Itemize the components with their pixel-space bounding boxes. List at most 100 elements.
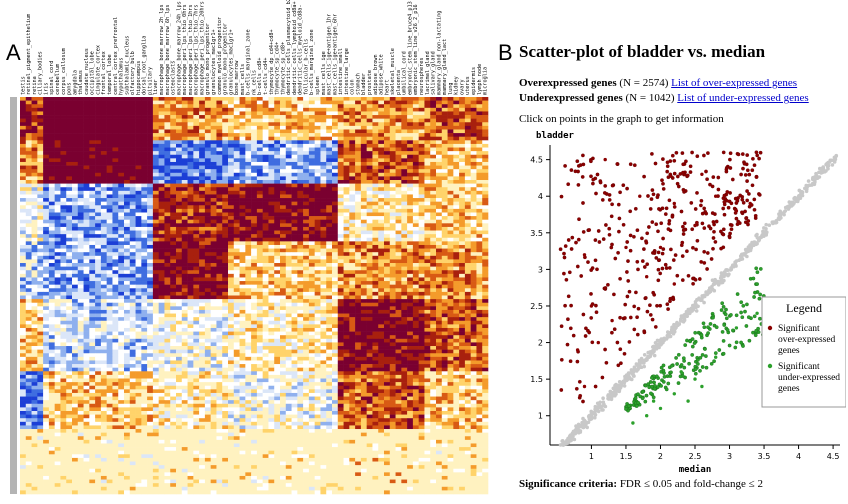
heatmap-cell <box>355 230 362 235</box>
heatmap-cell <box>100 313 107 318</box>
heatmap-cell <box>332 111 339 116</box>
heatmap-cell <box>447 281 454 285</box>
heatmap-cell <box>360 194 367 199</box>
heatmap-cell <box>418 263 425 267</box>
heatmap-cell <box>193 125 200 130</box>
heatmap-cell <box>48 313 55 318</box>
heatmap-cell <box>228 288 235 293</box>
heatmap-cell <box>100 273 107 278</box>
heatmap-cell <box>89 111 96 116</box>
heatmap-cell <box>37 219 44 224</box>
heatmap-cell <box>147 151 154 156</box>
heatmap-cell <box>476 277 483 282</box>
heatmap-cell <box>199 136 206 141</box>
heatmap-cell <box>176 219 183 224</box>
heatmap-cell <box>72 172 79 177</box>
heatmap-cell <box>37 154 44 159</box>
heatmap-cell <box>164 97 171 101</box>
heatmap-cell <box>378 118 385 123</box>
heatmap-cell <box>66 201 73 206</box>
heatmap-cell <box>181 104 188 109</box>
heatmap-cell <box>181 97 188 101</box>
heatmap-cell <box>187 259 194 264</box>
heatmap-cell <box>459 100 466 105</box>
heatmap-cell <box>372 140 379 145</box>
heatmap-cell <box>280 223 287 228</box>
heatmap-cell <box>476 313 483 318</box>
heatmap-cell <box>204 133 211 137</box>
heatmap-cell <box>360 122 367 127</box>
heatmap-cell <box>470 302 477 307</box>
heatmap-cell <box>389 244 396 249</box>
heatmap-cell <box>233 122 240 127</box>
heatmap-cell <box>135 309 142 314</box>
heatmap-cell <box>158 111 165 116</box>
heatmap-cell <box>77 161 84 166</box>
heatmap-cell <box>129 187 136 192</box>
heatmap-cell <box>210 172 217 177</box>
heatmap-cell <box>204 165 211 170</box>
heatmap-cell <box>25 234 32 239</box>
heatmap-cell <box>407 299 414 304</box>
heatmap-cell <box>31 151 38 156</box>
heatmap-cell <box>66 255 73 260</box>
heatmap-cell <box>401 284 408 289</box>
heatmap-cell <box>303 255 310 260</box>
heatmap-cell <box>181 241 188 246</box>
heatmap-cell <box>239 295 246 300</box>
heatmap-cell <box>407 111 414 116</box>
heatmap-cell <box>262 266 269 271</box>
heatmap-cell <box>337 255 344 260</box>
heatmap-cell <box>20 244 27 249</box>
heatmap-cell <box>314 248 321 253</box>
heatmap-cell <box>239 216 246 221</box>
heatmap-cell <box>384 118 391 123</box>
heatmap-cell <box>320 100 327 105</box>
heatmap-cell <box>268 230 275 235</box>
heatmap-cell <box>384 288 391 293</box>
heatmap-cell <box>343 270 350 275</box>
heatmap-cell <box>280 212 287 217</box>
heatmap-cell <box>384 165 391 170</box>
heatmap-cell <box>216 140 223 145</box>
heatmap-cell <box>72 317 79 322</box>
heatmap-cell <box>372 266 379 271</box>
heatmap-cell <box>141 161 148 166</box>
heatmap-cell <box>245 107 252 112</box>
heatmap-cell <box>262 154 269 159</box>
heatmap-cell <box>366 252 373 257</box>
heatmap-cell <box>152 216 159 221</box>
heatmap-cell <box>124 129 131 134</box>
heatmap-cell <box>470 201 477 206</box>
heatmap-cell <box>314 161 321 166</box>
heatmap-cell <box>216 259 223 264</box>
heatmap-cell <box>83 226 90 231</box>
heatmap-cell <box>141 100 148 105</box>
heatmap-cell <box>401 172 408 177</box>
heatmap-cell <box>210 190 217 195</box>
heatmap-cell <box>418 313 425 318</box>
heatmap-cell <box>239 100 246 105</box>
heatmap-cell <box>285 263 292 267</box>
heatmap-cell <box>389 302 396 307</box>
heatmap-cell <box>25 97 32 101</box>
heatmap-cell <box>25 111 32 116</box>
heatmap-cell <box>360 234 367 239</box>
heatmap-cell <box>389 198 396 202</box>
heatmap-cell <box>355 248 362 253</box>
heatmap-cell <box>285 165 292 170</box>
heatmap-cell <box>251 125 258 130</box>
heatmap-cell <box>430 270 437 275</box>
heatmap-cell <box>106 194 113 199</box>
heatmap-cell <box>31 169 38 174</box>
heatmap-cell <box>412 158 419 163</box>
heatmap-cell <box>187 169 194 174</box>
heatmap-cell <box>470 172 477 177</box>
heatmap-cell <box>199 140 206 145</box>
heatmap-cell <box>320 281 327 285</box>
heatmap-cell <box>60 161 67 166</box>
heatmap-cell <box>464 244 471 249</box>
heatmap-cell <box>66 172 73 177</box>
heatmap-cell <box>43 237 50 242</box>
heatmap-cell <box>216 317 223 322</box>
